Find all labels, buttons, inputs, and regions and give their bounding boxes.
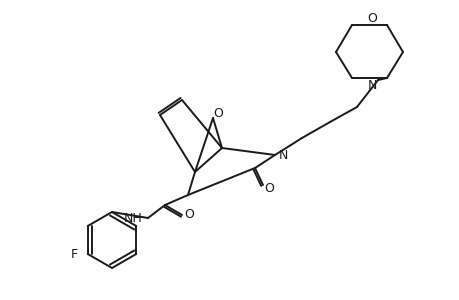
Text: F: F <box>71 248 78 260</box>
Text: N: N <box>278 148 287 161</box>
Text: N: N <box>367 79 376 92</box>
Text: O: O <box>263 182 274 194</box>
Text: O: O <box>366 11 376 25</box>
Text: NH: NH <box>124 212 143 224</box>
Text: O: O <box>213 106 223 119</box>
Text: O: O <box>184 208 194 220</box>
